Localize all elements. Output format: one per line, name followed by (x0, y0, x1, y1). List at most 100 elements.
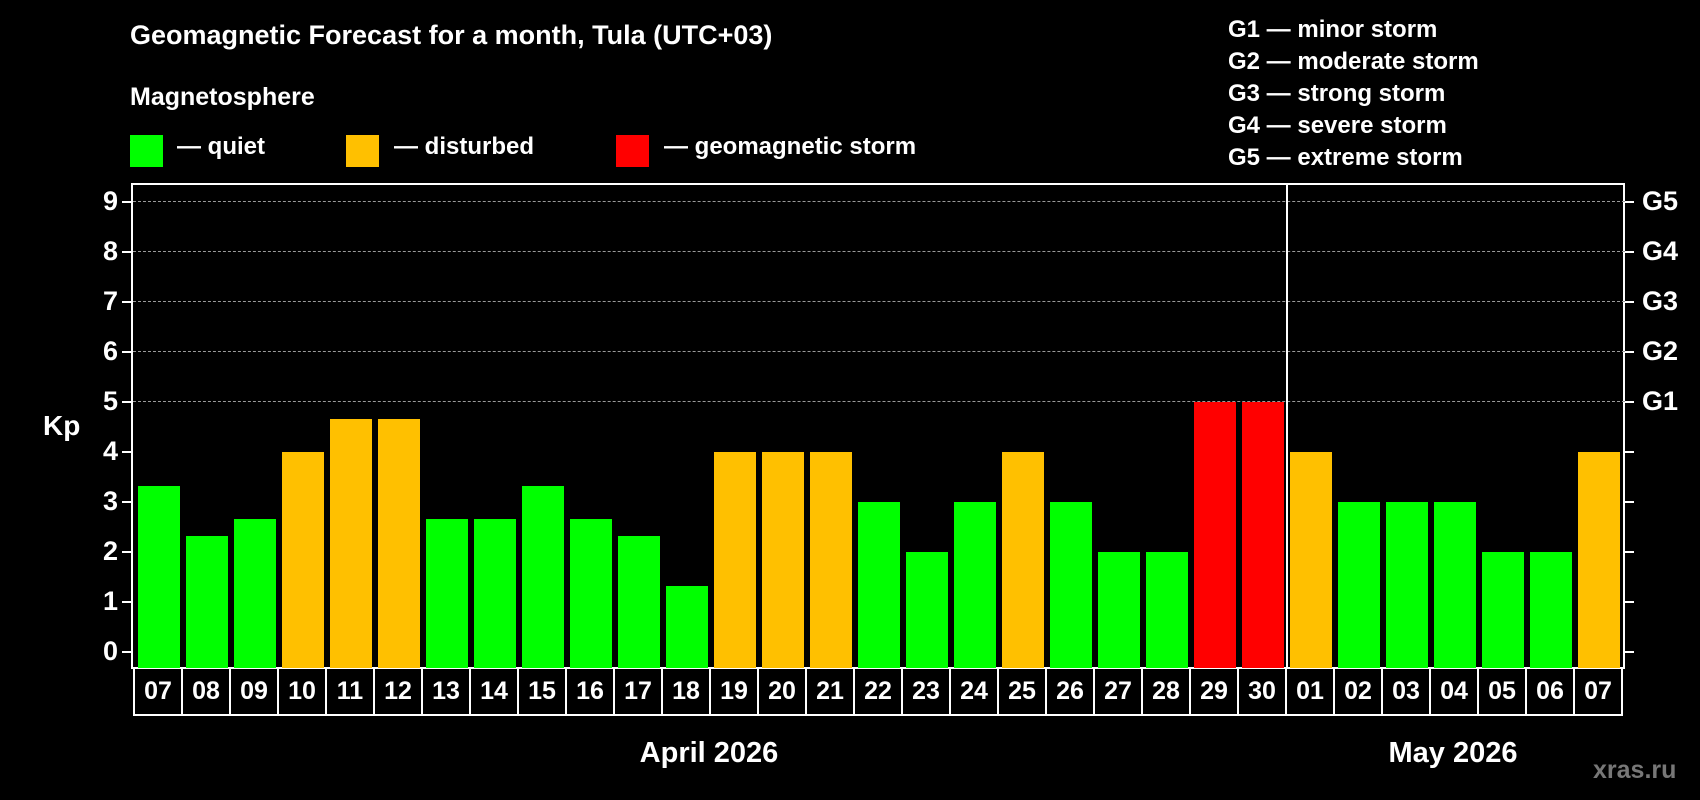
bar-quiet (1530, 552, 1572, 668)
gridline (133, 251, 1625, 252)
g-level-label: G1 (1642, 386, 1679, 416)
bar-quiet (954, 502, 996, 668)
bar-quiet (138, 485, 180, 668)
date-cell: 29 (1189, 669, 1237, 714)
right-tick (1625, 551, 1634, 553)
y-tick (122, 401, 131, 403)
date-cell: 22 (853, 669, 901, 714)
g-scale-item: G4 — severe storm (1228, 112, 1447, 139)
bar-quiet (1338, 502, 1380, 668)
y-tick-label: 2 (102, 536, 118, 566)
date-cell: 24 (949, 669, 997, 714)
date-cell: 10 (277, 669, 325, 714)
right-tick (1625, 501, 1634, 503)
date-cell: 17 (613, 669, 661, 714)
bar-quiet (1050, 502, 1092, 668)
bar-quiet (666, 585, 708, 668)
legend-swatch-quiet (130, 135, 163, 167)
bar-disturbed (762, 452, 804, 668)
y-tick (122, 451, 131, 453)
date-cell: 12 (373, 669, 421, 714)
g-scale-item: G2 — moderate storm (1228, 48, 1479, 75)
chart-title: Geomagnetic Forecast for a month, Tula (… (130, 20, 773, 50)
date-cell: 20 (757, 669, 805, 714)
date-cell: 30 (1237, 669, 1285, 714)
date-cell: 23 (901, 669, 949, 714)
date-cell: 14 (469, 669, 517, 714)
g-scale-item: G3 — strong storm (1228, 80, 1446, 107)
y-tick-label: 6 (102, 336, 118, 366)
bar-quiet (570, 518, 612, 668)
legend-swatch-disturbed (346, 135, 379, 167)
g-scale-item: G5 — extreme storm (1228, 144, 1463, 171)
date-cell: 05 (1477, 669, 1525, 714)
date-cell: 09 (229, 669, 277, 714)
y-tick-label: 3 (102, 486, 118, 516)
y-tick (122, 351, 131, 353)
date-cell: 11 (325, 669, 373, 714)
g-scale-legend: G1 — minor storm G2 — moderate storm G3 … (1228, 14, 1479, 174)
y-tick (122, 201, 131, 203)
legend-swatch-storm (616, 135, 649, 167)
y-axis-label: Kp (43, 410, 81, 441)
y-tick-label: 0 (102, 636, 118, 666)
date-cell: 25 (997, 669, 1045, 714)
bar-disturbed (282, 452, 324, 668)
y-tick-label: 1 (102, 586, 118, 616)
bar-quiet (234, 518, 276, 668)
date-cell: 04 (1429, 669, 1477, 714)
date-cell: 07 (1573, 669, 1621, 714)
date-cell: 21 (805, 669, 853, 714)
date-cell: 27 (1093, 669, 1141, 714)
y-tick (122, 251, 131, 253)
g-level-label: G4 (1642, 236, 1679, 266)
legend-label-quiet: — quiet (177, 133, 265, 160)
date-cell: 01 (1285, 669, 1333, 714)
bar-quiet (1146, 552, 1188, 668)
bar-disturbed (378, 418, 420, 668)
bar-quiet (426, 518, 468, 668)
date-cell: 26 (1045, 669, 1093, 714)
date-cell: 02 (1333, 669, 1381, 714)
plot-area (131, 183, 1625, 669)
month-label: April 2026 (639, 737, 779, 769)
date-cell: 07 (133, 669, 181, 714)
date-cell: 13 (421, 669, 469, 714)
bar-disturbed (330, 418, 372, 668)
month-divider (1286, 183, 1288, 669)
g-level-label: G5 (1642, 186, 1679, 216)
right-tick (1625, 251, 1634, 253)
right-tick (1625, 201, 1634, 203)
bar-storm (1194, 402, 1236, 668)
y-tick (122, 501, 131, 503)
bar-quiet (1386, 502, 1428, 668)
right-tick (1625, 601, 1634, 603)
gridline (133, 201, 1625, 202)
bar-quiet (858, 502, 900, 668)
date-cell: 06 (1525, 669, 1573, 714)
bar-quiet (1098, 552, 1140, 668)
gridline (133, 301, 1625, 302)
date-cell: 15 (517, 669, 565, 714)
gridline (133, 401, 1625, 402)
bar-quiet (618, 535, 660, 668)
g-scale-item: G1 — minor storm (1228, 16, 1438, 43)
right-tick (1625, 451, 1634, 453)
y-tick-label: 5 (102, 386, 118, 416)
bar-disturbed (810, 452, 852, 668)
right-tick (1625, 401, 1634, 403)
bar-disturbed (1002, 452, 1044, 668)
bar-disturbed (1290, 452, 1332, 668)
bar-quiet (474, 518, 516, 668)
bar-quiet (186, 535, 228, 668)
bar-quiet (1434, 502, 1476, 668)
y-tick (122, 301, 131, 303)
y-tick-label: 4 (102, 436, 118, 466)
date-cell: 03 (1381, 669, 1429, 714)
g-level-label: G3 (1642, 286, 1679, 316)
bar-quiet (1482, 552, 1524, 668)
watermark: xras.ru (1593, 756, 1677, 784)
month-label: May 2026 (1388, 737, 1518, 769)
date-cell: 28 (1141, 669, 1189, 714)
bar-storm (1242, 402, 1284, 668)
